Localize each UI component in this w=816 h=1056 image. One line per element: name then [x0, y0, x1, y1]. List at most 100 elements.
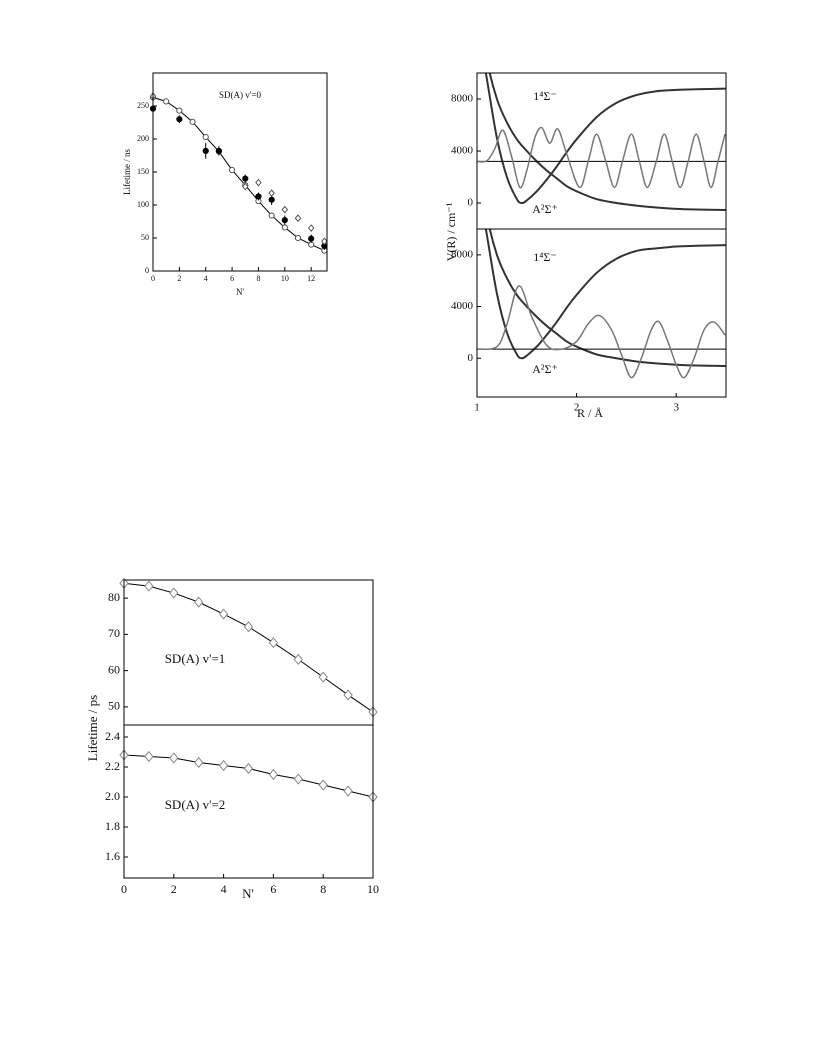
marker — [308, 235, 315, 242]
y-tick-label: 2.0 — [105, 789, 120, 803]
y-tick-label: 0 — [145, 266, 149, 275]
plot-area — [124, 582, 373, 713]
x-tick-label: 2 — [177, 274, 181, 283]
x-tick-label: 8 — [320, 882, 326, 896]
x-tick-label: 0 — [121, 882, 127, 896]
marker — [176, 116, 183, 123]
marker — [293, 653, 303, 665]
marker — [144, 750, 154, 763]
marker — [218, 759, 229, 772]
y-tick-label: 8000 — [451, 93, 474, 105]
marker — [268, 637, 279, 649]
marker — [218, 608, 229, 620]
plot-area — [477, 73, 726, 212]
plot-frame — [476, 72, 727, 230]
x-tick-label: 6 — [230, 274, 234, 283]
x-tick-label: 0 — [151, 274, 155, 283]
marker — [243, 621, 254, 633]
marker — [202, 147, 209, 154]
series-line — [484, 73, 726, 205]
x-tick-label: 12 — [307, 274, 315, 283]
y-tick-label: 80 — [108, 590, 120, 604]
y-tick-label: 4000 — [451, 145, 474, 157]
x-tick-label: 4 — [221, 882, 227, 896]
marker — [343, 689, 353, 701]
marker — [169, 587, 179, 599]
chart-panel: 1.6 1.8 2.0 2.2 2.4 0 2 4 6 8 10 N' SD(A) v'=2 — [105, 724, 379, 901]
marker — [242, 175, 249, 182]
x-tick-label: 4 — [204, 274, 208, 283]
x-tick-label: 2 — [171, 882, 177, 896]
series-line — [477, 126, 726, 189]
marker — [268, 196, 275, 203]
plot-area — [124, 754, 373, 798]
x-axis-label: N' — [242, 886, 254, 901]
marker — [308, 241, 315, 248]
marker — [294, 214, 302, 223]
plot-frame — [476, 228, 727, 398]
series-line — [488, 73, 726, 212]
annotation: A²Σ⁺ — [532, 362, 558, 376]
plot-frame — [152, 72, 328, 272]
marker — [189, 118, 196, 125]
series-line — [124, 582, 373, 713]
chart-panel: 0 4000 8000 1⁴Σ⁻ A²Σ⁺ — [451, 72, 727, 230]
marker — [176, 107, 183, 114]
marker — [194, 596, 204, 608]
series-line — [488, 229, 726, 367]
y-tick-label: 150 — [137, 167, 149, 176]
y-tick-label: 50 — [141, 233, 149, 242]
plot-area — [477, 229, 726, 379]
marker — [318, 779, 328, 791]
y-tick-label: 2.4 — [105, 729, 120, 743]
marker — [268, 212, 275, 219]
y-tick-label: 1.6 — [105, 849, 120, 863]
marker — [307, 224, 315, 233]
x-tick-label: 6 — [270, 882, 276, 896]
marker — [243, 762, 254, 775]
y-tick-label: 0 — [468, 197, 474, 209]
marker — [215, 147, 223, 154]
x-tick-label: 3 — [673, 402, 679, 414]
annotation: SD(A) v'=0 — [219, 90, 261, 100]
x-axis-label: N' — [236, 287, 244, 297]
x-tick-label: 1 — [474, 402, 480, 414]
marker — [318, 671, 328, 683]
marker — [343, 785, 353, 797]
marker — [281, 217, 288, 224]
series-line — [484, 229, 726, 360]
marker — [255, 178, 262, 187]
y-tick-label: 0 — [468, 352, 474, 364]
series-line — [124, 754, 373, 798]
x-tick-label: 10 — [281, 274, 289, 283]
marker — [169, 752, 179, 764]
x-tick-label: 10 — [367, 882, 379, 896]
marker — [321, 237, 328, 246]
marker — [228, 166, 236, 174]
y-tick-label: 2.2 — [105, 759, 120, 773]
y-tick-label: 4000 — [451, 300, 474, 312]
marker — [202, 133, 209, 141]
x-axis-label: R / Å — [577, 406, 603, 420]
marker — [293, 773, 303, 785]
marker — [268, 189, 275, 198]
y-axis-label: Lifetime / ps — [85, 695, 100, 761]
y-axis-label: Lifetime / ns — [122, 149, 132, 195]
marker — [242, 182, 249, 191]
marker — [281, 205, 289, 214]
annotation: SD(A) v'=1 — [165, 651, 226, 666]
x-tick-label: 2 — [574, 402, 580, 414]
y-tick-label: 50 — [108, 699, 120, 713]
plot-frame — [123, 724, 374, 879]
y-tick-label: 60 — [108, 662, 120, 676]
annotation: 1⁴Σ⁻ — [533, 89, 557, 103]
y-tick-label: 8000 — [451, 248, 474, 260]
y-tick-label: 200 — [137, 134, 149, 143]
plot-frame — [123, 579, 374, 726]
y-tick-label: 70 — [108, 626, 120, 640]
y-tick-label: 250 — [137, 101, 149, 110]
chart-panel: 0 50 100 150 200 250 0 2 4 6 8 10 12 N' Lifetime / ns S… — [122, 72, 328, 297]
marker — [194, 756, 204, 769]
